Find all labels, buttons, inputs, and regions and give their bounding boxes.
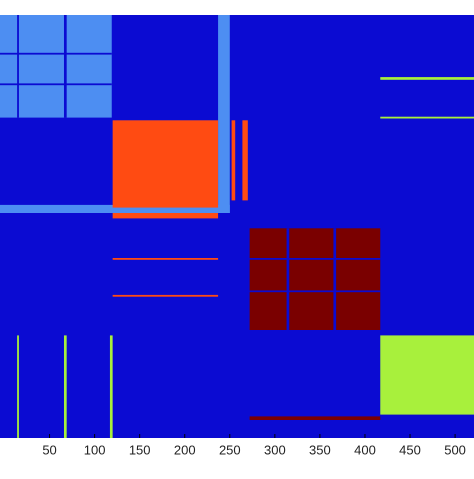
cell-block: [242, 120, 248, 201]
cell-block: [0, 204, 230, 213]
cell-block: [380, 77, 474, 80]
cell-block: [63, 15, 67, 118]
cell-block: [112, 213, 219, 219]
cell-block: [249, 290, 381, 293]
x-tick-label: 450: [399, 442, 421, 457]
cell-block: [249, 228, 381, 330]
cell-block: [109, 335, 113, 438]
x-tick-label: 50: [42, 442, 56, 457]
cell-block: [112, 258, 219, 260]
cell-block: [63, 335, 67, 438]
cell-block: [380, 116, 474, 119]
x-tick-label: 250: [219, 442, 241, 457]
x-tick-label: 500: [444, 442, 466, 457]
cell-block: [17, 15, 19, 118]
x-tick-label: 150: [129, 442, 151, 457]
cell-block: [112, 120, 219, 208]
cell-block: [112, 294, 219, 297]
cell-block: [380, 335, 474, 415]
x-tick-label: 350: [309, 442, 331, 457]
cell-block: [333, 228, 337, 330]
cell-block: [0, 52, 112, 55]
x-tick-label: 100: [84, 442, 106, 457]
x-tick-label: 300: [264, 442, 286, 457]
cell-block: [231, 120, 236, 201]
cell-block: [0, 15, 112, 118]
cell-block: [249, 416, 381, 420]
cell-block: [249, 258, 381, 260]
x-tick-label: 200: [174, 442, 196, 457]
cell-block: [17, 335, 19, 438]
cell-block: [218, 15, 230, 213]
x-tick-label: 400: [354, 442, 376, 457]
cell-block: [0, 83, 112, 86]
cell-block: [286, 228, 290, 330]
